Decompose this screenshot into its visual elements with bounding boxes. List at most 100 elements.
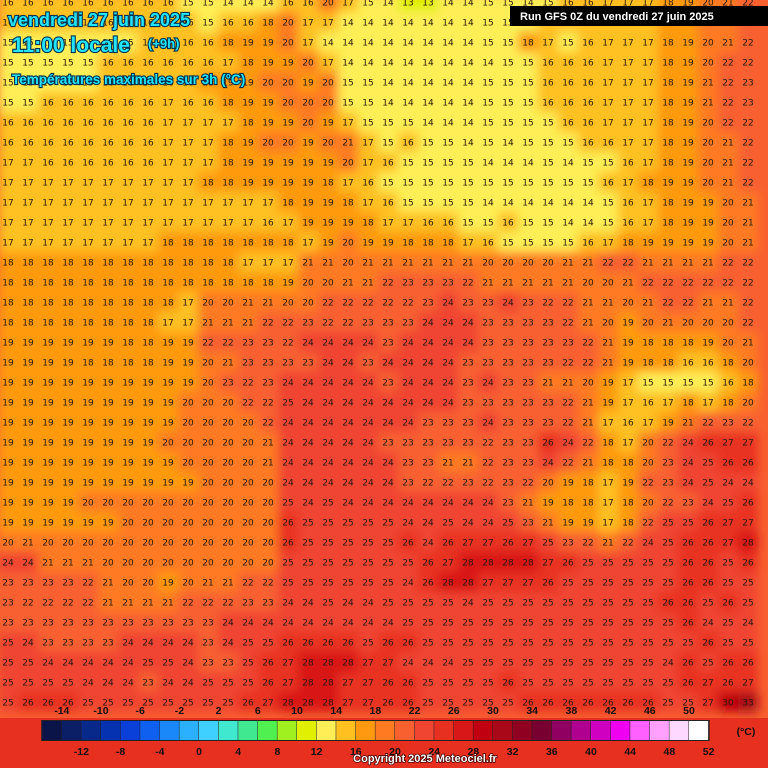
temperature-cell: [98, 52, 118, 72]
temperature-value: 25: [522, 599, 533, 609]
temperature-cell: [178, 212, 198, 232]
temperature-cell: [18, 572, 38, 592]
temperature-cell: [58, 272, 78, 292]
temperature-cell: [158, 112, 178, 132]
temperature-cell: [658, 372, 678, 392]
temperature-value: 25: [442, 639, 453, 649]
temperature-value: 19: [682, 239, 694, 249]
temperature-cell: [58, 292, 78, 312]
colorbar-swatch: [179, 721, 199, 740]
temperature-value: 23: [542, 359, 553, 369]
temperature-cell: [138, 472, 158, 492]
temperature-value: 15: [422, 179, 433, 189]
temperature-value: 19: [82, 419, 94, 429]
temperature-cell: [498, 392, 518, 412]
temperature-value: 22: [742, 319, 753, 329]
temperature-value: 20: [222, 479, 234, 489]
temperature-cell: [418, 212, 438, 232]
temperature-cell: [538, 472, 558, 492]
temperature-cell: [178, 152, 198, 172]
temperature-cell: [238, 212, 258, 232]
temperature-cell: [98, 452, 118, 472]
temperature-value: 23: [362, 359, 373, 369]
temperature-cell: [78, 32, 98, 52]
temperature-value: 14: [462, 139, 474, 149]
temperature-value: 17: [362, 199, 373, 209]
temperature-value: 21: [562, 279, 573, 289]
temperature-value: 16: [22, 0, 34, 9]
temperature-cell: [118, 472, 138, 492]
temperature-cell: [478, 352, 498, 372]
temperature-value: 21: [742, 199, 753, 209]
temperature-cell: [458, 272, 478, 292]
temperature-value: 26: [682, 559, 694, 569]
temperature-cell: [0, 512, 18, 532]
temperature-value: 25: [342, 579, 353, 589]
temperature-cell: [358, 212, 378, 232]
temperature-value: 24: [542, 459, 554, 469]
temperature-value: 23: [562, 539, 573, 549]
temperature-cell: [618, 412, 638, 432]
temperature-value: 17: [202, 159, 213, 169]
temperature-cell: [358, 32, 378, 52]
temperature-cell: [538, 332, 558, 352]
temperature-value: 14: [462, 0, 474, 9]
temperature-cell: [538, 212, 558, 232]
colorbar-tick-label: 44: [624, 746, 636, 758]
temperature-cell: [378, 512, 398, 532]
temperature-cell: [578, 392, 598, 412]
temperature-value: 21: [742, 239, 753, 249]
temperature-cell: [38, 12, 58, 32]
temperature-cell: [18, 272, 38, 292]
temperature-cell: [738, 252, 758, 272]
temperature-value: 19: [662, 179, 674, 189]
temperature-value: 15: [2, 99, 13, 109]
temperature-cell: [58, 452, 78, 472]
temperature-cell: [38, 332, 58, 352]
temperature-cell: [678, 132, 698, 152]
temperature-cell: [478, 32, 498, 52]
temperature-cell: [318, 72, 338, 92]
temperature-value: 24: [282, 599, 294, 609]
temperature-value: 17: [222, 199, 233, 209]
temperature-cell: [138, 532, 158, 552]
temperature-cell: [558, 552, 578, 572]
temperature-value: 25: [702, 479, 713, 489]
temperature-cell: [398, 492, 418, 512]
temperature-value: 16: [142, 159, 154, 169]
temperature-value: 14: [462, 59, 474, 69]
temperature-cell: [478, 452, 498, 472]
temperature-cell: [338, 352, 358, 372]
temperature-cell: [18, 32, 38, 52]
temperature-value: 23: [222, 379, 233, 389]
temperature-value: 21: [602, 339, 613, 349]
temperature-value: 20: [722, 199, 734, 209]
temperature-value: 24: [322, 399, 334, 409]
temperature-value: 19: [102, 519, 114, 529]
temperature-cell: [178, 192, 198, 212]
temperature-value: 23: [502, 319, 513, 329]
temperature-value: 18: [402, 239, 414, 249]
temperature-value: 22: [462, 279, 473, 289]
temperature-cell: [138, 352, 158, 372]
temperature-cell: [518, 452, 538, 472]
temperature-cell: [698, 152, 718, 172]
temperature-value: 24: [422, 359, 434, 369]
temperature-value: 20: [502, 259, 514, 269]
temperature-value: 15: [522, 179, 533, 189]
temperature-cell: [138, 192, 158, 212]
temperature-value: 20: [222, 519, 234, 529]
temperature-cell: [438, 52, 458, 72]
temperature-value: 27: [262, 699, 273, 709]
temperature-cell: [418, 32, 438, 52]
temperature-cell: [558, 32, 578, 52]
temperature-value: 16: [42, 99, 54, 109]
temperature-value: 24: [302, 419, 314, 429]
temperature-value: 19: [302, 79, 314, 89]
temperature-cell: [178, 472, 198, 492]
temperature-cell: [38, 372, 58, 392]
temperature-value: 18: [682, 399, 694, 409]
temperature-cell: [558, 252, 578, 272]
temperature-cell: [318, 512, 338, 532]
temperature-cell: [558, 332, 578, 352]
